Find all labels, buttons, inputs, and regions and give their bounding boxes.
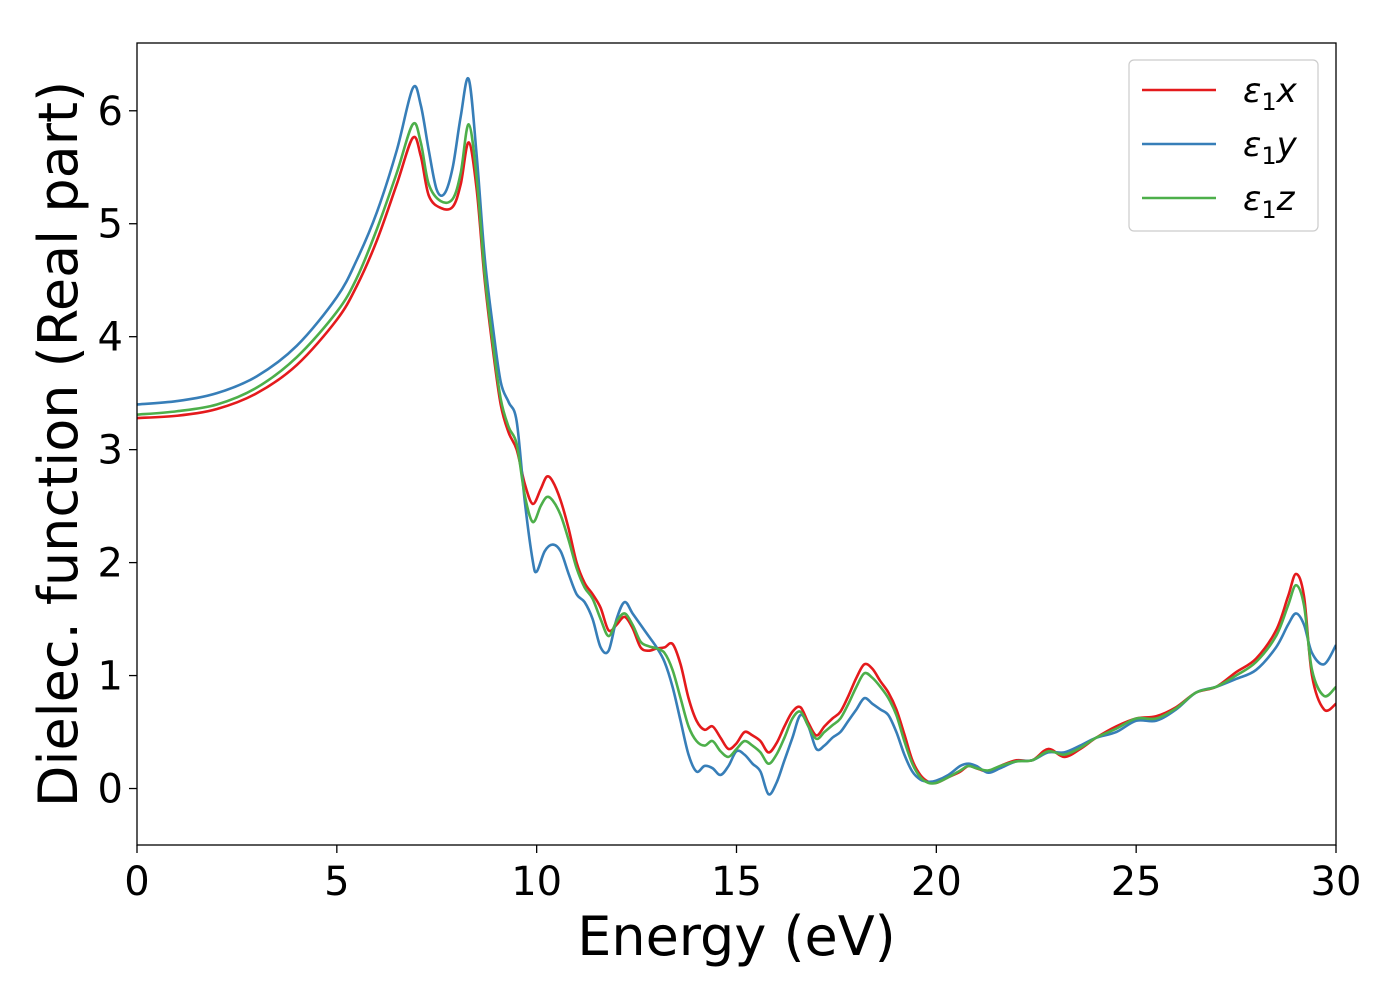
x-axis-label: Energy (eV) — [577, 905, 896, 968]
y-tick-label: 5 — [98, 202, 123, 248]
legend-label-x: ε1x — [1243, 71, 1298, 116]
x-tick-label: 5 — [324, 859, 349, 905]
y-axis-ticks: 0 1 2 3 4 5 6 — [98, 89, 137, 813]
y-tick-label: 4 — [98, 315, 123, 361]
x-tick-label: 0 — [124, 859, 149, 905]
x-axis-ticks: 0 5 10 15 20 25 30 — [124, 845, 1361, 905]
series-line-z — [137, 121, 1336, 785]
y-tick-label: 1 — [98, 654, 123, 700]
y-tick-label: 2 — [98, 541, 123, 587]
y-axis-label: Dielec. function (Real part) — [27, 81, 90, 807]
legend-label-z: ε1z — [1243, 179, 1296, 224]
y-tick-label: 3 — [98, 428, 123, 474]
y-tick-label: 0 — [98, 767, 123, 813]
series-line-y — [137, 76, 1336, 796]
legend-box — [1128, 59, 1319, 232]
legend: ε1x ε1y ε1z — [1128, 59, 1319, 232]
plot-lines — [137, 76, 1336, 796]
legend-label-y: ε1y — [1243, 125, 1298, 170]
x-tick-label: 30 — [1311, 859, 1362, 905]
x-tick-label: 20 — [911, 859, 962, 905]
x-tick-label: 15 — [711, 859, 762, 905]
x-tick-label: 25 — [1111, 859, 1162, 905]
y-tick-label: 6 — [98, 89, 123, 135]
x-tick-label: 10 — [511, 859, 562, 905]
